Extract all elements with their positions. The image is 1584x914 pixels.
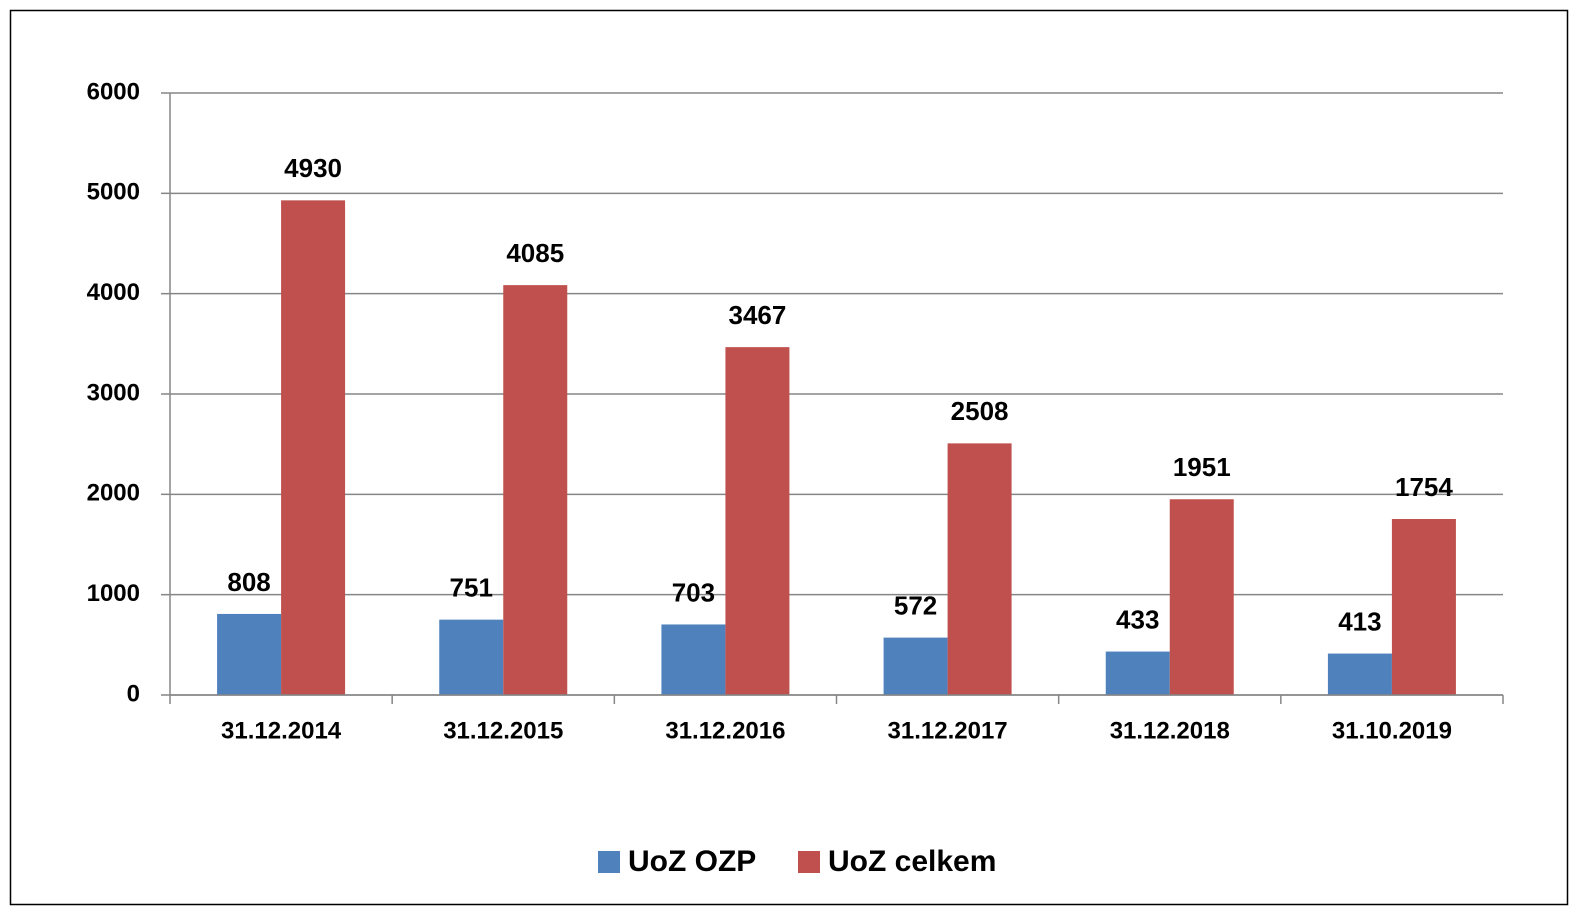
bar [1391, 519, 1456, 695]
value-label: 808 [227, 567, 270, 597]
legend-label: UoZ OZP [628, 845, 756, 878]
value-label: 1951 [1173, 452, 1231, 482]
x-tick-label: 31.12.2017 [888, 717, 1008, 744]
x-tick-label: 31.12.2014 [221, 717, 342, 744]
value-label: 4930 [284, 153, 342, 183]
bar [1169, 499, 1234, 695]
bar [503, 285, 568, 695]
legend-swatch [598, 851, 620, 873]
bar [217, 613, 282, 695]
y-tick-label: 5000 [87, 179, 140, 206]
value-label: 413 [1338, 606, 1381, 636]
y-tick-label: 4000 [87, 279, 140, 306]
y-tick-label: 3000 [87, 379, 140, 406]
y-tick-label: 6000 [87, 78, 140, 105]
value-label: 572 [894, 590, 937, 620]
value-label: 3467 [728, 300, 786, 330]
value-label: 433 [1116, 604, 1159, 634]
x-tick-label: 31.12.2015 [443, 717, 563, 744]
x-tick-label: 31.12.2016 [665, 717, 785, 744]
value-label: 2508 [951, 396, 1009, 426]
bar [1105, 651, 1170, 695]
x-tick-label: 31.10.2019 [1332, 717, 1452, 744]
bar [947, 443, 1012, 695]
value-label: 703 [672, 577, 715, 607]
x-tick-label: 31.12.2018 [1110, 717, 1230, 744]
legend-label: UoZ celkem [828, 845, 996, 878]
y-tick-label: 0 [127, 680, 140, 707]
bar [725, 347, 790, 695]
bar [1327, 653, 1392, 695]
y-tick-label: 1000 [87, 580, 140, 607]
value-label: 751 [450, 573, 493, 603]
value-label: 1754 [1395, 472, 1453, 502]
bar [281, 200, 346, 695]
legend-swatch [798, 851, 820, 873]
value-label: 4085 [506, 238, 564, 268]
y-tick-label: 2000 [87, 480, 140, 507]
bar [883, 637, 948, 695]
bar [661, 624, 726, 695]
bar [439, 619, 504, 695]
